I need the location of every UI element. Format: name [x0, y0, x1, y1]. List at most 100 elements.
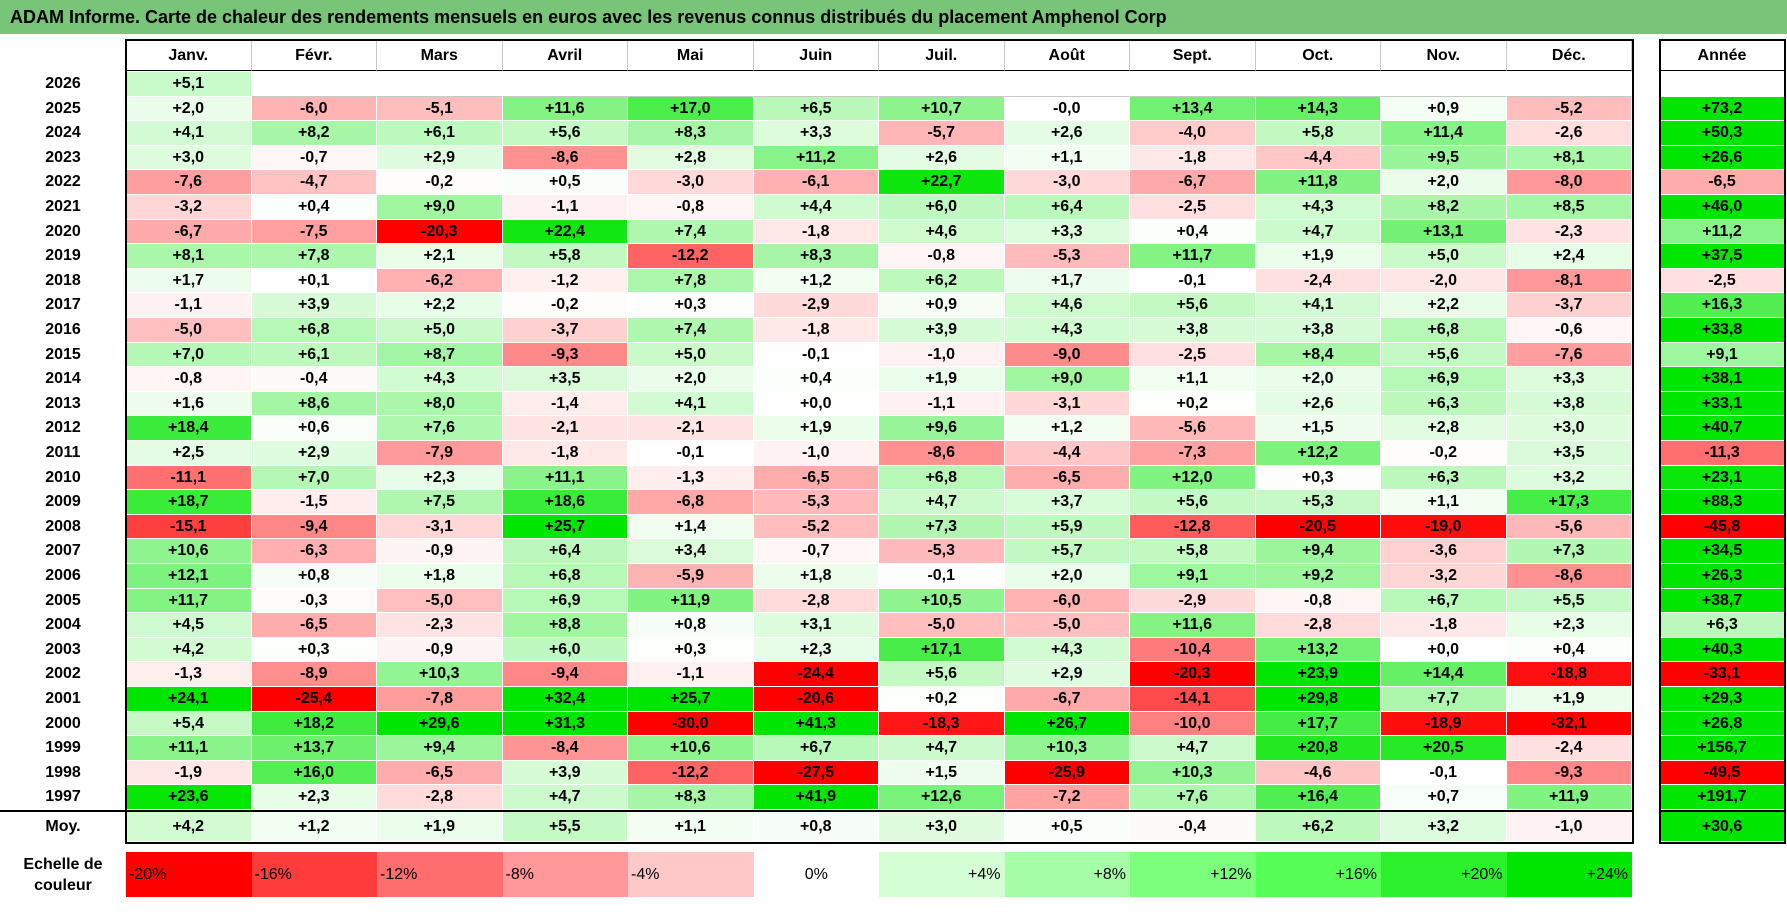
heatmap-cell: +6,7 [753, 736, 879, 761]
heatmap-cell: -18,8 [1506, 662, 1632, 687]
heatmap-cell: +5,6 [1381, 342, 1507, 368]
heatmap-cell: -14,1 [1130, 687, 1256, 712]
heatmap-cell: +8,7 [377, 342, 503, 368]
heatmap-cell: +11,7 [126, 588, 252, 614]
heatmap-cell: -1,8 [753, 318, 879, 343]
heatmap-cell: -6,0 [1004, 588, 1130, 614]
year-label: 1998 [0, 760, 126, 786]
heatmap-cell: +7,7 [1381, 687, 1507, 712]
heatmap-cell: +6,0 [879, 195, 1005, 220]
heatmap-cell: +3,1 [753, 613, 879, 638]
heatmap-cell: -25,4 [251, 687, 377, 712]
heatmap-cell: -0,1 [1130, 268, 1256, 294]
heatmap-cell: +24,1 [126, 687, 252, 712]
year-label: 2018 [0, 268, 126, 294]
annual-cell: +11,2 [1660, 219, 1785, 245]
color-scale-swatch: +8% [1004, 852, 1130, 897]
year-label: 2012 [0, 416, 126, 441]
year-label: 2002 [0, 662, 126, 687]
heatmap-cell: +10,7 [879, 96, 1005, 122]
heatmap-cell: -5,0 [126, 318, 252, 343]
heatmap-cell: +8,3 [753, 244, 879, 269]
heatmap-cell: -19,0 [1381, 514, 1507, 540]
annual-cell: +29,3 [1660, 687, 1785, 712]
annual-cell: +23,1 [1660, 465, 1785, 491]
year-label: 2015 [0, 342, 126, 368]
year-label: 2026 [0, 72, 126, 97]
heatmap-cell: -3,0 [628, 170, 754, 195]
heatmap-cell: +18,4 [126, 416, 252, 441]
heatmap-cell: -3,1 [1004, 391, 1130, 417]
heatmap-cell: -3,7 [502, 318, 628, 343]
heatmap-cell: +7,3 [879, 514, 1005, 540]
heatmap-cell: +13,1 [1381, 219, 1507, 245]
heatmap-cell: -6,7 [1130, 170, 1256, 195]
heatmap-cell: +5,6 [879, 662, 1005, 687]
heatmap-cell: -5,6 [1130, 416, 1256, 441]
heatmap-cell: +14,4 [1381, 662, 1507, 687]
heatmap-cell: +2,4 [1506, 244, 1632, 269]
heatmap-cell: +1,7 [1004, 268, 1130, 294]
heatmap-cell: +0,4 [753, 367, 879, 392]
heatmap-cell [377, 72, 503, 97]
heatmap-cell: -9,4 [502, 662, 628, 687]
annual-cell: +46,0 [1660, 195, 1785, 220]
heatmap-cell: -5,3 [753, 490, 879, 515]
heatmap-cell: +9,5 [1381, 145, 1507, 171]
heatmap-cell: +14,3 [1255, 96, 1381, 122]
heatmap-cell: -2,4 [1255, 268, 1381, 294]
heatmap-cell: -0,1 [753, 342, 879, 368]
heatmap-cell: +1,4 [628, 514, 754, 540]
heatmap-cell: -8,6 [879, 441, 1005, 466]
year-label: 2003 [0, 637, 126, 663]
heatmap-cell: +6,3 [1381, 465, 1507, 491]
heatmap-cell: -10,4 [1130, 637, 1256, 663]
heatmap-cell: +4,6 [879, 219, 1005, 245]
heatmap-cell: +5,1 [126, 72, 252, 97]
color-scale-swatch: +16% [1255, 852, 1381, 897]
heatmap-cell: -2,8 [753, 588, 879, 614]
heatmap-cell: -5,3 [879, 539, 1005, 564]
heatmap-cell: +6,8 [879, 465, 1005, 491]
heatmap-cell: +3,7 [1004, 490, 1130, 515]
heatmap-cell [1381, 72, 1507, 97]
heatmap-cell: +26,7 [1004, 711, 1130, 737]
heatmap-cell: +2,3 [251, 785, 377, 810]
year-column-header: Année [1660, 40, 1785, 71]
heatmap-cell: +1,1 [1381, 490, 1507, 515]
heatmap-cell: -0,4 [251, 367, 377, 392]
average-cell: +4,2 [126, 812, 252, 842]
year-label: 2014 [0, 367, 126, 392]
heatmap-cell: -3,0 [1004, 170, 1130, 195]
year-label: 1997 [0, 785, 126, 810]
heatmap-cell: +2,3 [377, 465, 503, 491]
annual-cell: +40,7 [1660, 416, 1785, 441]
average-cell: +1,1 [628, 812, 754, 842]
heatmap-cell: +22,7 [879, 170, 1005, 195]
heatmap-cell: -2,9 [753, 293, 879, 318]
heatmap-cell: +5,5 [1506, 588, 1632, 614]
heatmap-cell: +2,2 [377, 293, 503, 318]
heatmap-cell: +6,7 [1381, 588, 1507, 614]
heatmap-cell: -0,8 [879, 244, 1005, 269]
heatmap-cell: -5,3 [1004, 244, 1130, 269]
heatmap-cell: -5,2 [1506, 96, 1632, 122]
heatmap-cell: +8,6 [251, 391, 377, 417]
month-header: Févr. [251, 40, 377, 71]
annual-cell: +6,3 [1660, 613, 1785, 638]
heatmap-cell: -1,0 [753, 441, 879, 466]
heatmap-cell: -6,7 [126, 219, 252, 245]
heatmap-cell: +7,3 [1506, 539, 1632, 564]
heatmap-cell: +17,7 [1255, 711, 1381, 737]
color-scale-swatch: +20% [1381, 852, 1507, 897]
heatmap-cell: -24,4 [753, 662, 879, 687]
heatmap-cell: +4,3 [1004, 318, 1130, 343]
year-label: 2016 [0, 318, 126, 343]
heatmap-cell: +5,4 [126, 711, 252, 737]
heatmap-cell: +13,2 [1255, 637, 1381, 663]
heatmap-cell: +7,4 [628, 219, 754, 245]
heatmap-cell: -5,1 [377, 96, 503, 122]
heatmap-cell: +5,3 [1255, 490, 1381, 515]
annual-cell: -11,3 [1660, 441, 1785, 466]
